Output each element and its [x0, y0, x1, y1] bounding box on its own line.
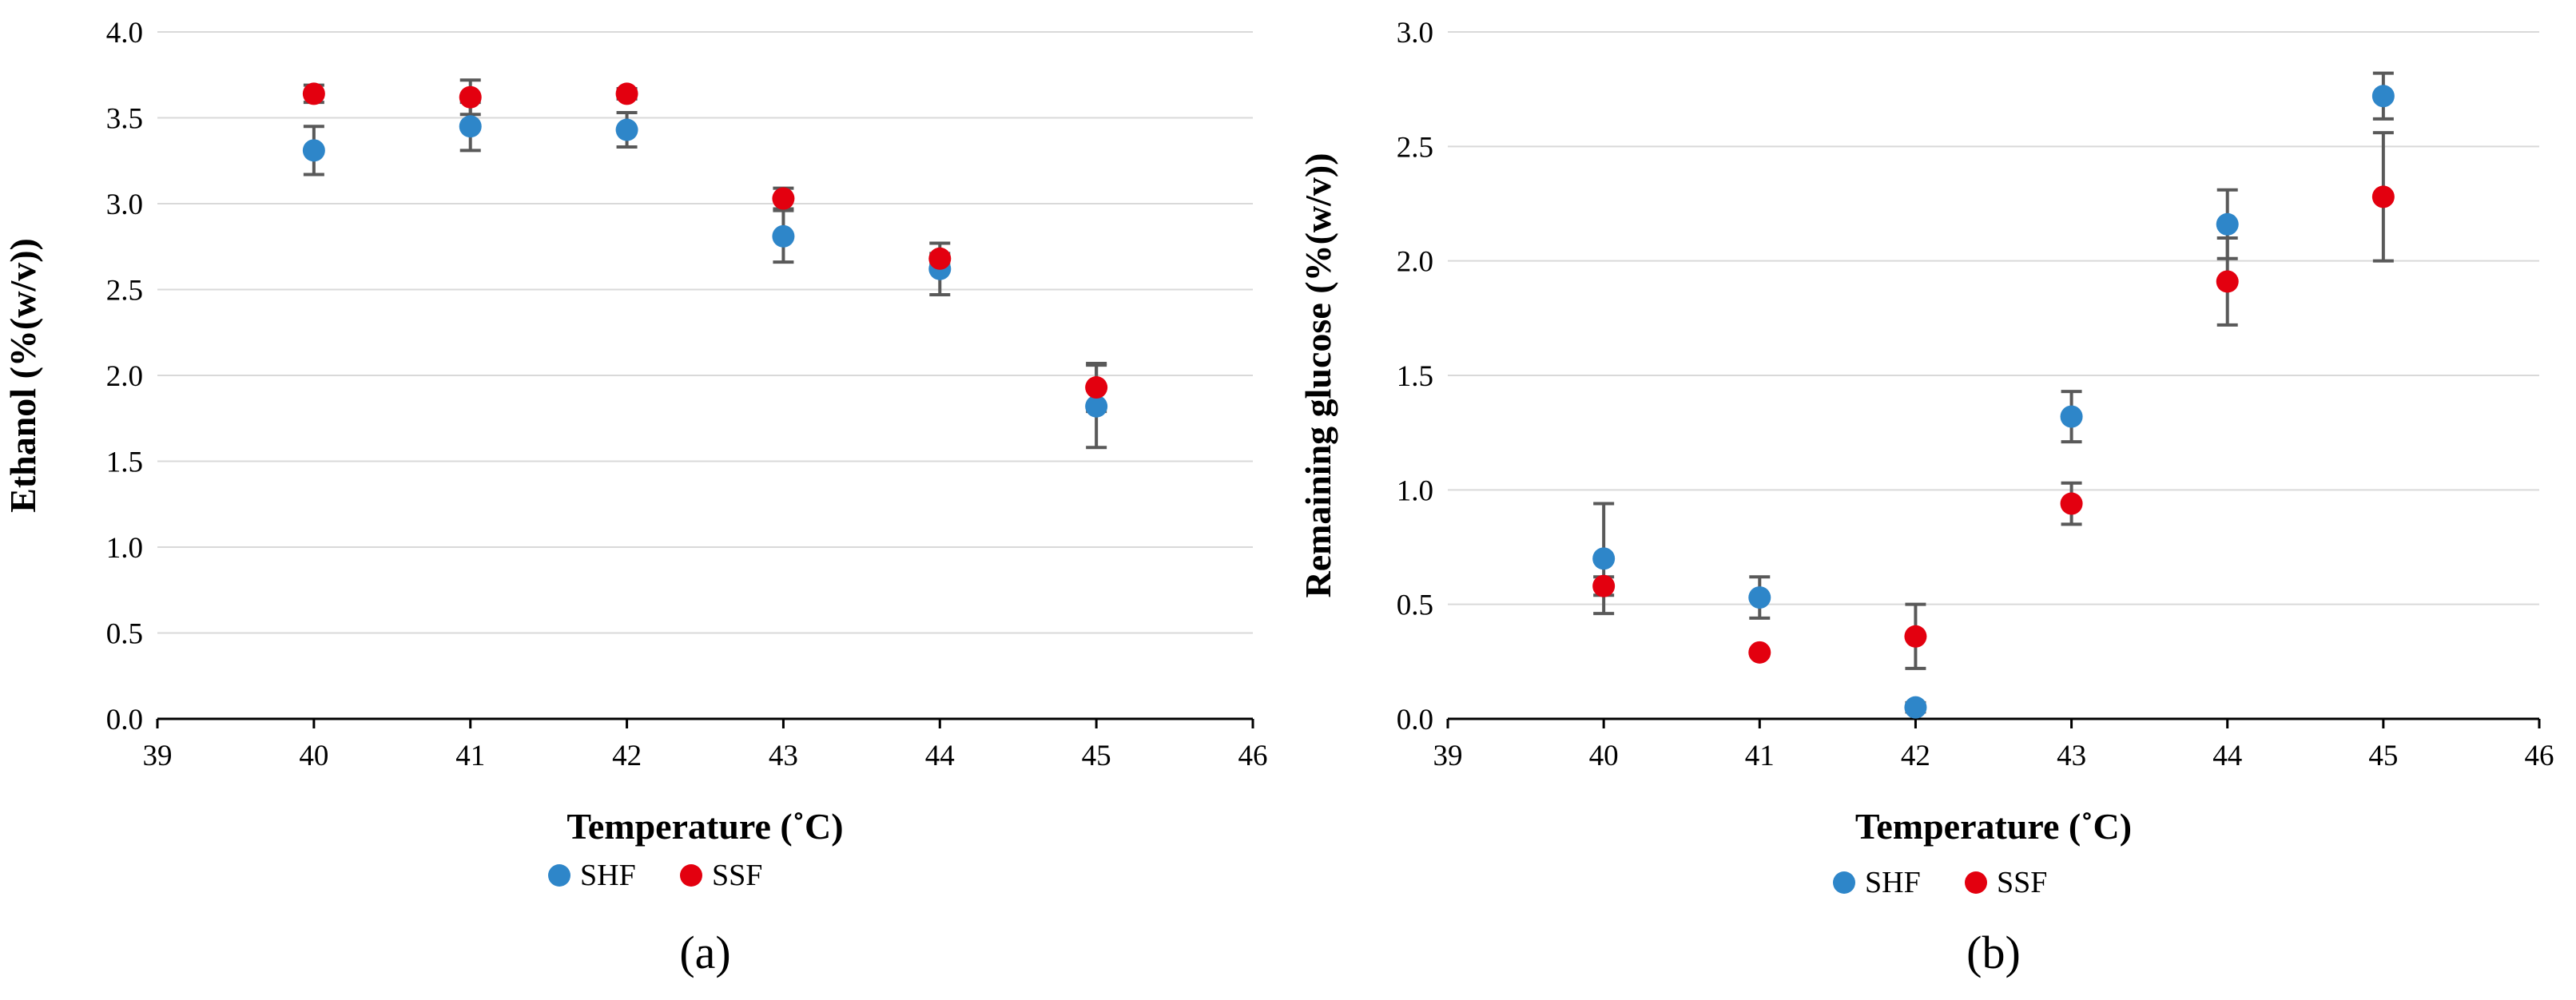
data-point-shf	[772, 224, 795, 248]
x-axis-title: Temperature (˚C)	[1855, 806, 2132, 847]
data-point-shf	[1748, 586, 1771, 609]
legend-marker-ssf	[680, 864, 702, 887]
data-point-ssf	[1904, 625, 1927, 648]
y-tick-label: 2.0	[106, 360, 143, 393]
data-point-ssf	[1748, 641, 1771, 664]
y-axis-title: Ethanol (%(w/v))	[2, 238, 43, 513]
legend: SHF SSF	[548, 859, 762, 892]
data-point-ssf	[2060, 492, 2083, 515]
y-tick-label: 1.0	[1397, 474, 1433, 507]
data-point-ssf	[2216, 270, 2239, 293]
panel-label: (a)	[679, 927, 730, 978]
legend-label-shf: SHF	[580, 859, 636, 892]
legend-label-ssf: SSF	[712, 859, 762, 892]
x-tick-label: 40	[1589, 740, 1619, 772]
y-tick-label: 0.0	[106, 704, 143, 736]
y-tick-label: 3.0	[106, 188, 143, 221]
data-point-shf	[2371, 85, 2395, 108]
x-tick-label: 39	[143, 740, 173, 772]
x-tick-label: 46	[1238, 740, 1268, 772]
x-tick-label: 40	[299, 740, 328, 772]
x-tick-label: 45	[2368, 740, 2398, 772]
chart-panel-2: 0.0 0.5 1.0 1.5 2.0 2.5 3.0 39 40 41 42 43 44 45 46 Tem…	[1298, 17, 2554, 978]
x-tick-label: 45	[1082, 740, 1111, 772]
x-tick-label: 43	[769, 740, 798, 772]
y-tick-label: 2.0	[1397, 246, 1433, 279]
y-axis-title: Remaining glucose (%(w/v))	[1298, 153, 1338, 597]
y-tick-label: 0.0	[1397, 704, 1433, 736]
y-tick-label: 1.5	[1397, 360, 1433, 393]
data-point-shf	[302, 139, 325, 162]
y-tick-label: 1.5	[106, 446, 143, 479]
y-tick-label: 2.5	[1397, 131, 1433, 164]
y-tick-label: 3.5	[106, 103, 143, 136]
data-point-shf	[459, 115, 482, 138]
y-tick-label: 0.5	[106, 618, 143, 651]
x-tick-label: 41	[455, 740, 485, 772]
y-tick-label: 4.0	[106, 17, 143, 50]
data-point-shf	[1592, 547, 1616, 570]
data-point-ssf	[772, 187, 795, 210]
x-tick-label: 41	[1745, 740, 1775, 772]
x-tick-label: 44	[2212, 740, 2242, 772]
data-point-ssf	[459, 85, 482, 109]
data-point-shf	[1904, 696, 1927, 719]
data-point-shf	[2216, 212, 2239, 236]
x-axis-title: Temperature (˚C)	[566, 806, 843, 847]
x-tick-label: 43	[2057, 740, 2086, 772]
legend: SHF SSF	[1833, 866, 2047, 899]
data-point-ssf	[615, 82, 638, 105]
data-point-ssf	[1592, 574, 1616, 597]
y-tick-label: 1.0	[106, 532, 143, 565]
legend-label-shf: SHF	[1865, 866, 1921, 899]
y-tick-label: 2.5	[106, 275, 143, 308]
legend-marker-ssf	[1965, 871, 1987, 894]
data-point-shf	[2060, 405, 2083, 428]
data-point-ssf	[1085, 376, 1108, 399]
legend-label-ssf: SSF	[1997, 866, 2047, 899]
x-tick-label: 42	[1901, 740, 1930, 772]
data-point-ssf	[302, 82, 325, 105]
legend-marker-shf	[1833, 871, 1855, 894]
data-point-ssf	[2371, 185, 2395, 208]
x-tick-label: 46	[2525, 740, 2554, 772]
y-tick-label: 3.0	[1397, 17, 1433, 50]
data-point-ssf	[928, 247, 952, 270]
x-tick-label: 39	[1433, 740, 1463, 772]
panel-label: (b)	[1966, 927, 2021, 978]
chart-panel-1: 0.0 0.5 1.0 1.5 2.0 2.5 3.0 3.5 4.0 39 40 41 42 43 44 4…	[2, 17, 1268, 978]
x-tick-label: 42	[612, 740, 642, 772]
data-point-shf	[1085, 395, 1108, 418]
x-tick-label: 44	[925, 740, 955, 772]
data-point-shf	[615, 118, 638, 141]
legend-marker-shf	[548, 864, 570, 887]
y-tick-label: 0.5	[1397, 589, 1433, 622]
